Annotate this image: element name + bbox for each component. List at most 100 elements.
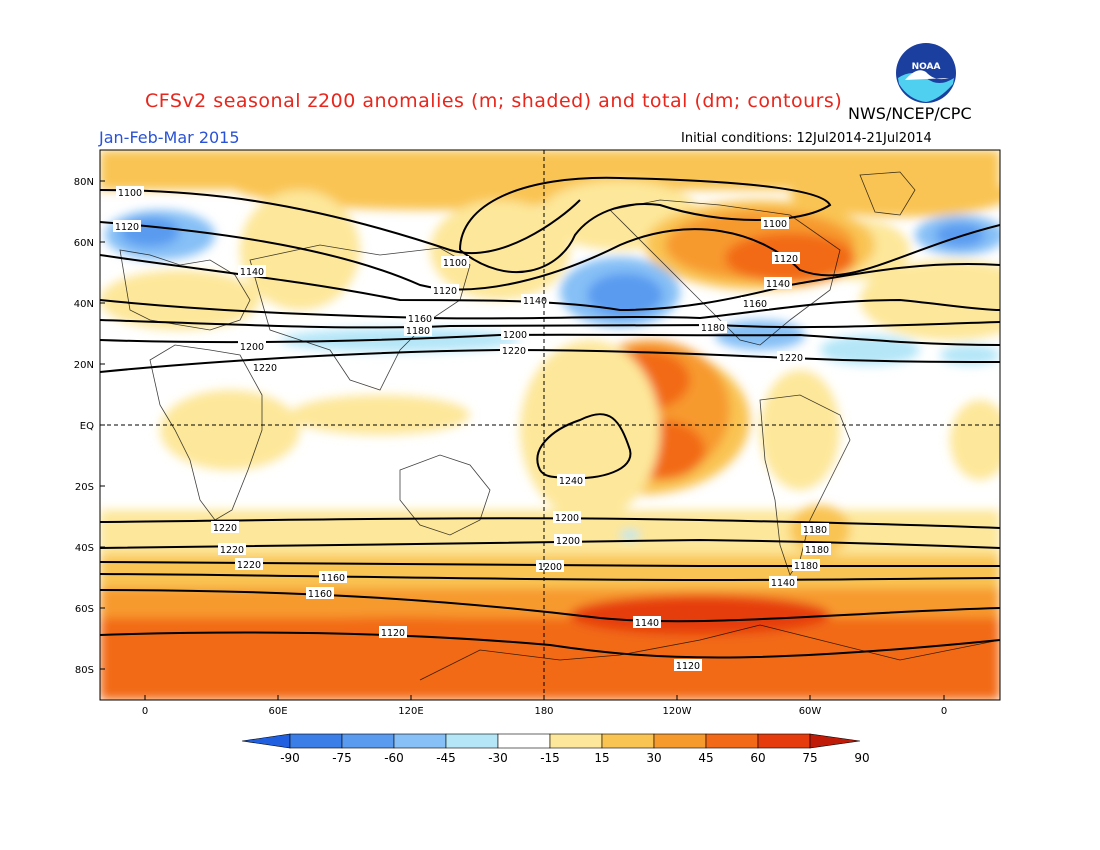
- colorbar-tick-label: 60: [750, 751, 765, 765]
- colorbar-swatch: [757, 733, 811, 749]
- contour-label: 1180: [794, 561, 818, 572]
- contour-label: 1180: [805, 545, 829, 556]
- colorbar-swatch: [601, 733, 655, 749]
- contour-label-bg: [238, 265, 266, 277]
- contour-label: 1240: [559, 476, 583, 487]
- shade-arctic-3: [790, 173, 1000, 217]
- colorbar-tick-label: 90: [854, 751, 869, 765]
- contour-label-bg: [674, 659, 702, 671]
- contour-label: 1200: [538, 562, 562, 573]
- shade-eurasia-2: [430, 200, 570, 300]
- contour-1120-s: [100, 631, 1000, 659]
- colorbar: -90 -75 -60 -45 -30 -15 15 30 45 60 75 90: [241, 733, 870, 765]
- contour-label-bg: [741, 297, 769, 309]
- contour-label-bg: [699, 321, 727, 333]
- colorbar-tick-label: -75: [332, 751, 352, 765]
- lat-label: 80S: [75, 665, 94, 676]
- contour-1100-loop: [459, 176, 832, 274]
- contour-label-bg: [406, 312, 434, 324]
- latitude-axis: 80N 60N 40N 20N EQ 20S 40S 60S 80S: [74, 177, 105, 676]
- colorbar-swatch: [705, 733, 759, 749]
- shade-indian: [290, 395, 470, 435]
- contour-label-bg: [792, 559, 820, 571]
- contour-label: 1140: [771, 578, 795, 589]
- contour-label-bg: [764, 277, 792, 289]
- contour-label-bg: [441, 256, 469, 268]
- contour-label: 1140: [523, 296, 547, 307]
- contour-label-bg: [235, 558, 263, 570]
- colorbar-tick-label: -60: [384, 751, 404, 765]
- contour-label: 1160: [743, 299, 767, 310]
- contour-label: 1220: [237, 560, 261, 571]
- coast-north-america: [609, 199, 841, 346]
- shade-eurasia-1: [240, 190, 360, 310]
- contour-1140: [100, 254, 1000, 312]
- colorbar-swatch: [549, 733, 603, 749]
- contour-label-bg: [113, 220, 141, 232]
- contour-label: 1120: [433, 286, 457, 297]
- colorbar-tick-label: 75: [802, 751, 817, 765]
- contour-label: 1220: [779, 353, 803, 364]
- colorbar-swatch: [653, 733, 707, 749]
- initial-conditions-label: Initial conditions: 12Jul2014-21Jul2014: [681, 131, 932, 146]
- noaa-logo: NOAA: [896, 43, 956, 103]
- colorbar-swatch: [289, 733, 343, 749]
- contour-labels: 1100 1100 1100 1120 1120 1120 1140 1140 1140 1160…: [113, 186, 831, 672]
- contour-label-bg: [777, 351, 805, 363]
- contour-label-bg: [554, 534, 582, 546]
- contour-label: 1100: [118, 188, 142, 199]
- colorbar-tick-label: -30: [488, 751, 508, 765]
- contour-1220-n: [100, 348, 1000, 373]
- shade-neg-atl-4: [940, 345, 1000, 365]
- contour-label-bg: [306, 587, 334, 599]
- season-label: Jan-Feb-Mar 2015: [99, 128, 240, 147]
- shade-neg-sp: [620, 530, 640, 540]
- lat-label: 80N: [74, 177, 94, 188]
- contour-label-bg: [238, 340, 266, 352]
- contour-label: 1120: [381, 628, 405, 639]
- lon-label: 60E: [268, 706, 287, 717]
- colorbar-tick-label: -15: [540, 751, 560, 765]
- colorbar-swatch: [445, 733, 499, 749]
- colorbar-tick-label: 30: [646, 751, 661, 765]
- colorbar-tick-label: -90: [280, 751, 300, 765]
- contour-label-bg: [116, 186, 144, 198]
- colorbar-tick-label: -45: [436, 751, 456, 765]
- lon-label: 60W: [799, 706, 822, 717]
- colorbar-tick-label: 45: [698, 751, 713, 765]
- coast-australia: [399, 454, 491, 536]
- coast-antarctica: [419, 624, 1000, 681]
- contour-label-bg: [379, 626, 407, 638]
- coast-greenland: [859, 171, 916, 216]
- chart-title: CFSv2 seasonal z200 anomalies (m; shaded…: [145, 90, 843, 112]
- contour-1100-a: [100, 189, 581, 254]
- lat-label: 60N: [74, 238, 94, 249]
- agency-label: NWS/NCEP/CPC: [848, 104, 972, 123]
- contour-label: 1220: [220, 545, 244, 556]
- contour-1200-s: [100, 538, 1000, 549]
- contour-label-bg: [801, 523, 829, 535]
- contour-1160-s: [100, 573, 1000, 582]
- contour-label: 1160: [408, 314, 432, 325]
- contour-label-bg: [761, 217, 789, 229]
- map-panel: 1100 1100 1100 1120 1120 1120 1140 1140 1140 1160…: [100, 150, 1000, 700]
- contour-label-bg: [803, 543, 831, 555]
- longitude-axis: 0 60E 120E 180 120W 60W 0: [142, 695, 947, 717]
- noaa-logo-text: NOAA: [912, 62, 941, 72]
- lon-label: 0: [941, 706, 947, 717]
- contour-label: 1180: [406, 326, 430, 337]
- lon-label: 120W: [663, 706, 692, 717]
- shade-s-america: [760, 370, 840, 490]
- colorbar-arrow-right: [809, 733, 861, 749]
- contour-1160: [100, 298, 1000, 320]
- contour-label: 1120: [774, 254, 798, 265]
- contour-label-bg: [772, 252, 800, 264]
- contour-label: 1140: [240, 267, 264, 278]
- shade-africa: [160, 390, 300, 470]
- contour-1180: [100, 319, 1000, 329]
- contour-label: 1140: [766, 279, 790, 290]
- lon-label: 120E: [398, 706, 423, 717]
- shade-trop-5: [520, 340, 660, 520]
- contour-label-bg: [557, 474, 585, 486]
- contour-label: 1160: [308, 589, 332, 600]
